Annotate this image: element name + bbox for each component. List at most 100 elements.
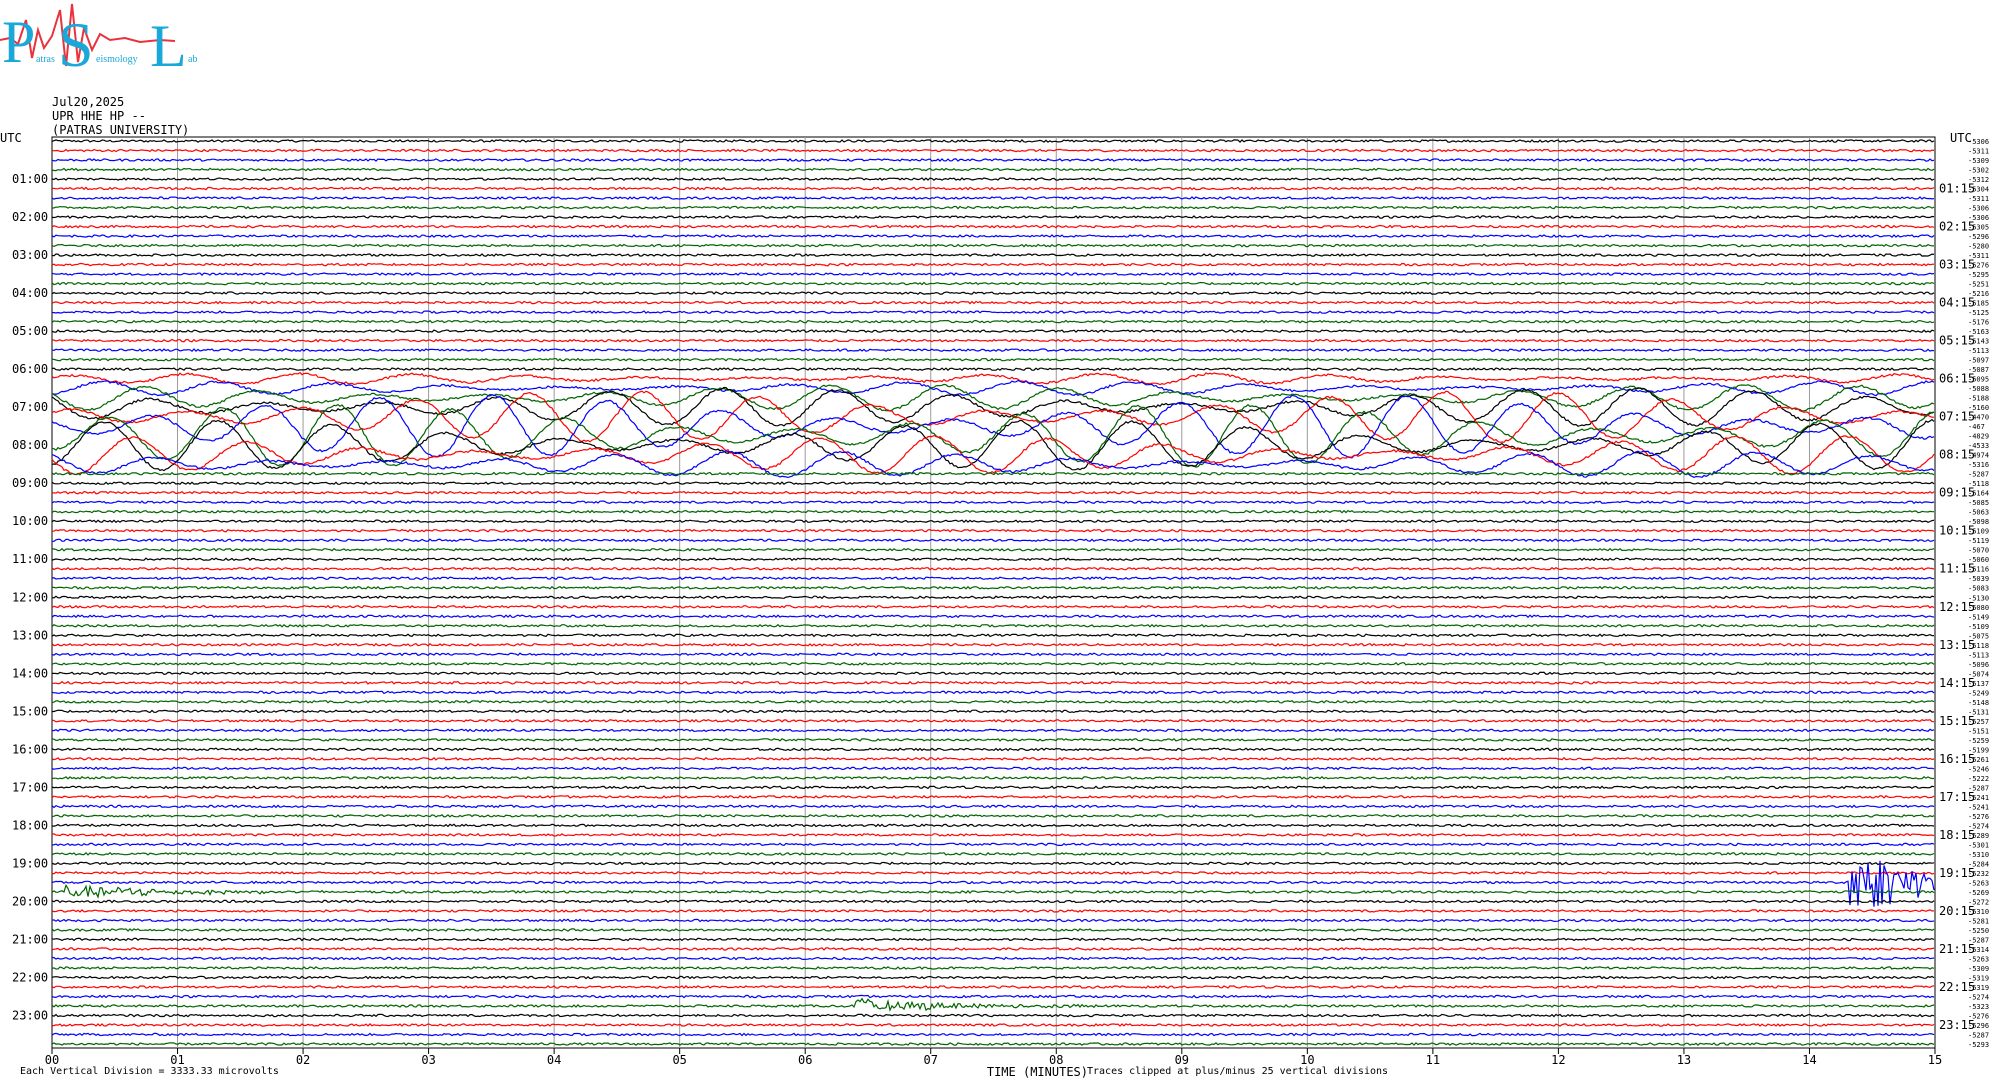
seismic-trace (51, 281, 1935, 286)
trace-offset-label: -5095 (1968, 376, 1989, 384)
seismic-trace (51, 997, 1935, 1012)
trace-offset-label: -5241 (1968, 803, 1989, 811)
trace-offset-label: -467 (1968, 423, 1985, 431)
trace-offset-label: -4533 (1968, 442, 1989, 450)
trace-offset-label: -5249 (1968, 689, 1989, 697)
minute-tick-label: 05 (672, 1053, 686, 1067)
seismic-trace (51, 966, 1935, 970)
left-hour-label: 06:00 (12, 362, 48, 376)
trace-offset-label: -5261 (1968, 756, 1989, 764)
seismic-trace (51, 804, 1935, 809)
seismic-trace (51, 390, 1934, 443)
seismic-trace (51, 272, 1935, 276)
trace-offset-label: -5257 (1968, 718, 1989, 726)
seismic-trace (51, 371, 1935, 386)
seismic-trace (51, 794, 1935, 799)
seismic-trace (51, 547, 1935, 552)
right-hour-label: 01:15 (1939, 182, 1975, 196)
minute-tick-label: 08 (1049, 1053, 1063, 1067)
right-hour-label: 22:15 (1939, 980, 1975, 994)
right-hour-label: 03:15 (1939, 258, 1975, 272)
trace-offset-label: -5287 (1968, 936, 1989, 944)
seismic-trace (51, 985, 1935, 989)
seismic-trace (51, 224, 1935, 229)
trace-offset-label: -5060 (1968, 556, 1989, 564)
seismic-trace (51, 946, 1935, 951)
trace-offset-label: -5306 (1968, 138, 1989, 146)
trace-offset-label: -5274 (1968, 993, 1989, 1001)
minute-tick-label: 12 (1551, 1053, 1565, 1067)
seismic-trace (51, 386, 1935, 427)
left-hour-label: 09:00 (12, 476, 48, 490)
seismic-trace (51, 652, 1935, 657)
seismic-trace (52, 538, 1935, 543)
right-hour-label: 13:15 (1939, 638, 1975, 652)
left-utc-title: UTC (0, 131, 22, 145)
trace-offset-label: -5241 (1968, 794, 1989, 802)
seismic-trace (51, 205, 1935, 210)
left-hour-label: 10:00 (12, 514, 48, 528)
left-hour-label: 11:00 (12, 552, 48, 566)
seismic-trace (51, 909, 1935, 913)
trace-offset-label: -5096 (1968, 661, 1989, 669)
trace-offset-label: -5287 (1968, 784, 1989, 792)
seismic-trace (51, 196, 1935, 200)
seismic-trace (51, 557, 1935, 562)
right-hour-label: 19:15 (1939, 866, 1975, 880)
seismic-trace (51, 262, 1935, 267)
left-hour-label: 21:00 (12, 932, 48, 946)
right-hour-label: 23:15 (1939, 1018, 1975, 1032)
trace-offset-label: -5113 (1968, 347, 1989, 355)
trace-offset-label: -5160 (1968, 404, 1989, 412)
seismic-trace (51, 775, 1934, 780)
trace-offset-label: -5039 (1968, 575, 1989, 583)
trace-offset-label: -5284 (1968, 860, 1989, 868)
seismic-trace (51, 747, 1935, 752)
seismic-trace (51, 158, 1935, 162)
seismic-trace (51, 671, 1935, 676)
seismic-trace (51, 379, 1935, 397)
logo-letter-s: S (58, 9, 94, 75)
seismic-trace (51, 329, 1935, 334)
trace-offset-label: -5163 (1968, 328, 1989, 336)
left-hour-label: 13:00 (12, 628, 48, 642)
seismic-trace (51, 728, 1935, 733)
minute-tick-label: 02 (296, 1053, 310, 1067)
trace-offset-label: -5131 (1968, 708, 1989, 716)
logo-seismogram-spike (0, 3, 176, 67)
trace-offset-label: -5164 (1968, 490, 1989, 498)
seismic-trace (51, 585, 1935, 590)
trace-offset-label: -5188 (1968, 395, 1989, 403)
left-hour-label: 01:00 (12, 172, 48, 186)
header-date: Jul20,2025 (52, 95, 125, 109)
header-station: UPR HHE HP -- (52, 109, 146, 123)
seismic-trace (51, 500, 1935, 505)
left-hour-label: 04:00 (12, 286, 48, 300)
seismic-trace (51, 823, 1935, 828)
right-hour-label: 16:15 (1939, 752, 1975, 766)
minute-tick-label: 09 (1175, 1053, 1189, 1067)
seismic-trace (51, 177, 1935, 181)
trace-offset-label: -5109 (1968, 528, 1989, 536)
seismic-trace (51, 899, 1935, 904)
logo-word-ab: ab (188, 54, 197, 65)
right-hour-label: 21:15 (1939, 942, 1975, 956)
seismic-trace (51, 1032, 1935, 1037)
left-hour-label: 15:00 (12, 704, 48, 718)
trace-offset-label: -5263 (1968, 955, 1989, 963)
seismic-trace (51, 481, 1935, 486)
right-hour-label: 05:15 (1939, 334, 1975, 348)
seismic-trace (51, 1013, 1935, 1018)
minute-tick-label: 11 (1426, 1053, 1440, 1067)
trace-offset-label: -5295 (1968, 271, 1989, 279)
trace-offset-label: -4470 (1968, 414, 1989, 422)
seismic-trace (51, 918, 1935, 923)
trace-offset-label: -5263 (1968, 879, 1989, 887)
trace-offset-label: -5293 (1968, 1041, 1989, 1049)
trace-offset-label: -5301 (1968, 841, 1989, 849)
trace-offset-label: -5289 (1968, 832, 1989, 840)
trace-offset-label: -5246 (1968, 765, 1989, 773)
trace-offset-label: -5312 (1968, 176, 1989, 184)
trace-offset-label: -5302 (1968, 167, 1989, 175)
left-hour-label: 16:00 (12, 742, 48, 756)
